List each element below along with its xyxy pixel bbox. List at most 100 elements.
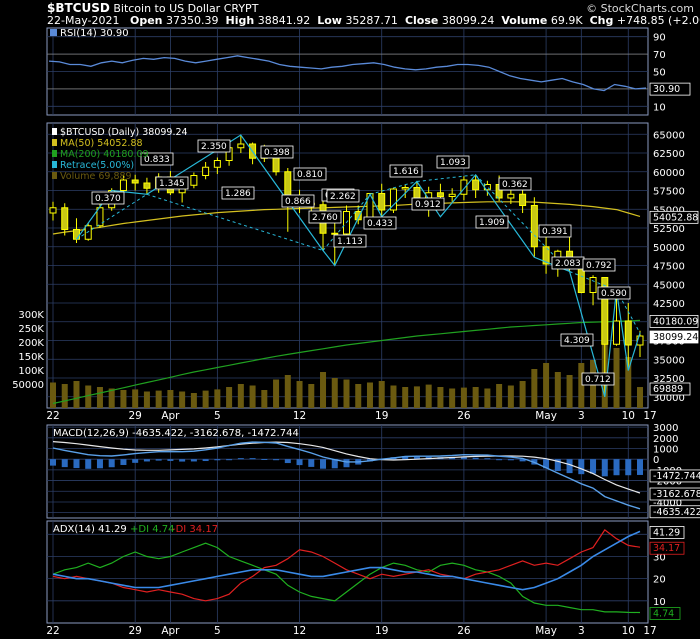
volume-bar — [625, 357, 632, 408]
retrace-label-box — [155, 176, 189, 190]
macd-hist-bar — [202, 459, 209, 462]
price-legend-item: MA(50) 54052.88 — [60, 138, 143, 149]
volume-bar — [554, 372, 561, 408]
volume-bar — [507, 385, 514, 408]
macd-hist-bar — [320, 459, 327, 469]
macd-hist-label: -1472.744 — [653, 471, 700, 482]
retrace-label: 0.866 — [285, 197, 311, 207]
volume-bar — [331, 378, 338, 408]
macd-hist-bar — [543, 459, 550, 469]
volume-value: 69.9K — [550, 14, 583, 27]
volume-bar — [472, 387, 479, 408]
close-value-label-box — [649, 330, 699, 344]
adx-x-label: 26 — [457, 625, 471, 637]
candle-body — [389, 188, 397, 211]
chg-value: +748.85 (+2.00%) — [616, 14, 700, 27]
macd-hist-bar — [449, 457, 456, 460]
close-label: Close — [404, 14, 439, 27]
ma50-value-label: 54052.88 — [653, 212, 698, 223]
volume-bar — [237, 384, 244, 408]
adx-x-label: 5 — [214, 625, 221, 637]
candle-body — [49, 207, 57, 214]
high-value: 38841.92 — [257, 14, 311, 27]
retrace-label: 1.345 — [159, 179, 185, 189]
macd-hist-bar — [578, 459, 585, 475]
macd-legend: MACD(12,26,9) -4635.422, -3162.678, -147… — [53, 428, 299, 439]
candle-body — [448, 193, 456, 197]
macd-hist-bar — [132, 459, 139, 463]
retrace-label-box — [411, 197, 445, 211]
volume-bar — [226, 387, 233, 408]
chg-label: Chg — [589, 14, 614, 27]
retrace-label: 4.309 — [564, 336, 590, 346]
retrace-label: 0.833 — [144, 155, 170, 165]
candle-body — [119, 179, 127, 191]
macd-hist-label-box — [649, 469, 700, 483]
volume-bar — [355, 384, 362, 408]
price-legend-item: $BTCUSD (Daily) 38099.24 — [60, 127, 188, 138]
volume-bar — [132, 389, 139, 408]
candle-body — [507, 193, 515, 199]
minus-di-value-label-box — [649, 541, 685, 555]
volume-bar — [425, 384, 432, 408]
macd-hist-bar — [519, 459, 526, 462]
price-legend-swatch — [52, 139, 57, 146]
price-ytick: 35000 — [653, 355, 685, 366]
price-x-label: 12 — [293, 410, 306, 422]
retrace-label: 0.590 — [601, 289, 627, 299]
macd-hist-bar — [85, 459, 92, 469]
candle-body — [237, 143, 245, 149]
macd-hist-bar — [237, 458, 244, 460]
retrace-label: 2.083 — [555, 259, 581, 269]
price-ytick: 52500 — [653, 224, 685, 235]
macd-hist-bar — [402, 456, 409, 460]
adx-x-label: 3 — [578, 625, 585, 637]
ma200-value-label-box — [649, 314, 699, 328]
candle-body — [331, 232, 339, 235]
macd-hist-bar — [50, 459, 56, 466]
macd-hist-bar — [308, 459, 315, 467]
adx-ytick: 10 — [653, 597, 666, 608]
adx-x-label: 10 — [622, 625, 635, 637]
retrace-label: 2.760 — [312, 213, 338, 223]
macd-ytick: 3000 — [653, 423, 678, 434]
macd-hist-bar — [566, 459, 573, 474]
macd-ytick: 0 — [653, 455, 659, 466]
rsi-ytick: 70 — [653, 50, 666, 61]
price-ytick: 30000 — [653, 393, 685, 404]
macd-signal-line — [52, 441, 641, 494]
quote-date: 22-May-2021 — [47, 14, 120, 27]
rsi-line — [48, 55, 647, 92]
retrace-label-box — [363, 216, 397, 230]
rsi-ytick: 90 — [653, 33, 666, 44]
volume-bar — [284, 375, 291, 408]
retrace-label: 0.433 — [367, 219, 393, 229]
adx-x-label: May — [535, 625, 557, 637]
minus-di-value-label: 34.17 — [653, 543, 680, 554]
volume-bar — [167, 390, 174, 408]
retrace-label-box — [281, 194, 315, 208]
candle-body — [213, 160, 221, 168]
price-ytick: 57500 — [653, 187, 685, 198]
macd-hist-bar — [484, 458, 491, 460]
plus-di-line — [52, 542, 641, 614]
adx-x-label: 22 — [46, 625, 59, 637]
adx-x-label: 29 — [128, 625, 141, 637]
volume-bar — [61, 384, 68, 408]
candle-body — [530, 205, 538, 248]
price-legend-item: MA(200) 40180.09 — [60, 149, 149, 160]
volume-bar — [96, 387, 103, 408]
candle-body — [84, 225, 92, 240]
adx-ytick: 20 — [653, 575, 666, 586]
retrace-label: 1.286 — [225, 189, 251, 199]
retrace-label: 0.912 — [415, 200, 441, 210]
price-x-label: Apr — [161, 410, 180, 422]
macd-hist-bar — [249, 458, 256, 460]
volume-bar — [613, 348, 620, 408]
symbol: $BTCUSD — [47, 1, 110, 15]
macd-hist-bar — [226, 459, 233, 461]
price-x-label: 10 — [622, 410, 635, 422]
candle-body — [401, 187, 409, 190]
